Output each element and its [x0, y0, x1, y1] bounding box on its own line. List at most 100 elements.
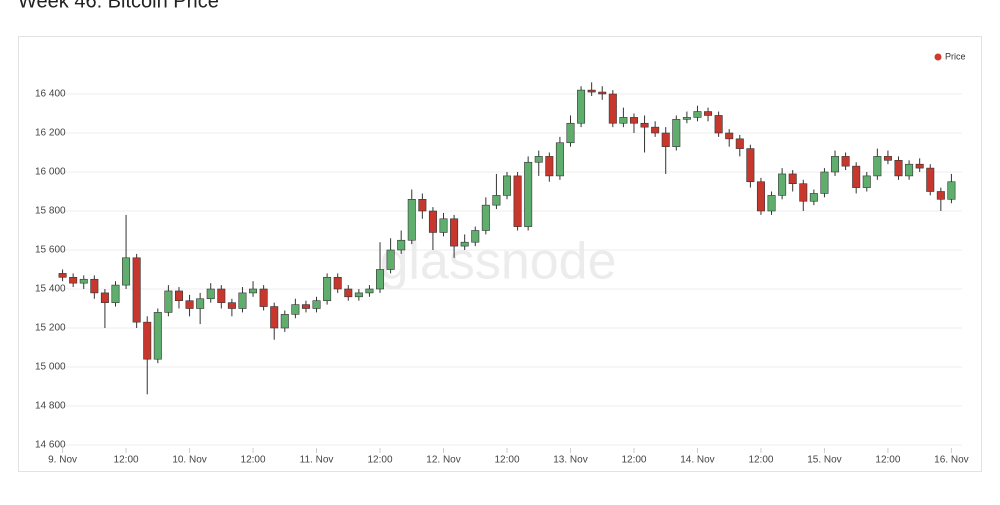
candle-body	[386, 249, 395, 270]
candle-body	[820, 171, 829, 194]
candle-body	[577, 89, 586, 124]
candle-body	[312, 300, 321, 309]
candle-body	[767, 195, 776, 212]
candle-body	[831, 156, 840, 173]
chart-card	[18, 36, 982, 472]
y-tick-label: 15 800	[35, 206, 66, 217]
candle-body	[841, 156, 850, 167]
candle-body	[450, 218, 459, 247]
candle-body	[460, 241, 469, 247]
candle-body	[936, 191, 945, 200]
candle-body	[947, 181, 956, 200]
x-tick-label: 10. Nov	[172, 455, 206, 466]
x-tick-label: 12:00	[875, 455, 900, 466]
x-tick-label: 14. Nov	[680, 455, 714, 466]
candle-body	[809, 193, 818, 202]
candle-body	[153, 312, 162, 360]
x-tick-label: 12:00	[621, 455, 646, 466]
candle-body	[301, 304, 310, 309]
candle-body	[883, 156, 892, 161]
x-tick-label: 12:00	[748, 455, 773, 466]
candle-body	[333, 276, 342, 290]
y-tick-label: 15 600	[35, 245, 66, 256]
candle-body	[778, 173, 787, 196]
watermark: glassnode	[379, 233, 616, 291]
candle-body	[365, 288, 374, 294]
candle-body	[852, 165, 861, 188]
candle-body	[227, 302, 236, 309]
candle-body	[471, 230, 480, 243]
y-tick-label: 16 400	[35, 89, 66, 100]
candle-body	[608, 93, 617, 124]
candle-body	[629, 117, 638, 124]
candle-body	[344, 288, 353, 298]
candle-body	[376, 269, 385, 290]
candle-body	[291, 304, 300, 315]
candle-body	[534, 156, 543, 163]
y-tick-label: 16 200	[35, 128, 66, 139]
candle-body	[354, 292, 363, 298]
candle-body	[905, 163, 914, 177]
candle-body	[862, 175, 871, 188]
candle-body	[79, 278, 88, 284]
candle-body	[69, 276, 78, 284]
candle-body	[619, 117, 628, 124]
candle-body	[270, 306, 279, 329]
candle-body	[217, 288, 226, 303]
candle-body	[725, 132, 734, 140]
candle-body	[397, 239, 406, 251]
candle-body	[555, 142, 564, 177]
x-tick-label: 12:00	[114, 455, 139, 466]
candle-body	[799, 183, 808, 202]
legend-marker	[934, 53, 942, 61]
candle-body	[280, 314, 289, 329]
candle-body	[238, 292, 247, 309]
y-tick-label: 14 600	[35, 440, 66, 451]
candle-body	[492, 195, 501, 206]
candle-body	[704, 111, 713, 116]
candle-body	[259, 288, 268, 307]
candle-body	[926, 167, 935, 192]
candle-body	[746, 148, 755, 183]
candle-body	[481, 204, 490, 231]
candle-body	[185, 300, 194, 309]
legend-label: Price	[945, 51, 966, 61]
y-tick-label: 16 000	[35, 167, 66, 178]
candle-body	[640, 122, 649, 128]
candle-body	[587, 89, 596, 93]
candle-body	[132, 257, 141, 323]
candle-body	[249, 288, 258, 294]
candle-body	[196, 298, 205, 309]
candle-body	[735, 138, 744, 149]
x-tick-label: 12. Nov	[426, 455, 460, 466]
candle-body	[756, 181, 765, 212]
candle-body	[714, 115, 723, 134]
candle-body	[502, 175, 512, 196]
candle-body	[206, 288, 215, 300]
candle-body	[418, 199, 427, 212]
y-tick-label: 15 200	[35, 323, 66, 334]
x-tick-label: 16. Nov	[934, 455, 968, 466]
candle-body	[439, 218, 448, 233]
candle-body	[100, 292, 109, 303]
candle-body	[174, 290, 183, 302]
candle-body	[524, 161, 533, 227]
candle-body	[164, 290, 173, 313]
candle-body	[58, 273, 67, 278]
x-tick-label: 9. Nov	[48, 455, 77, 466]
candle-body	[682, 117, 691, 120]
x-tick-label: 12:00	[241, 455, 266, 466]
candle-body	[111, 284, 120, 303]
candle-body	[598, 91, 607, 95]
candle-body	[915, 163, 924, 169]
candle-body	[873, 156, 882, 177]
candle-body	[428, 210, 437, 233]
candle-body	[122, 257, 131, 286]
candle-body	[513, 175, 522, 227]
x-tick-label: 13. Nov	[553, 455, 587, 466]
candle-body	[788, 173, 797, 184]
candle-body	[90, 278, 99, 294]
candle-body	[407, 199, 416, 241]
candle-body	[323, 276, 332, 301]
